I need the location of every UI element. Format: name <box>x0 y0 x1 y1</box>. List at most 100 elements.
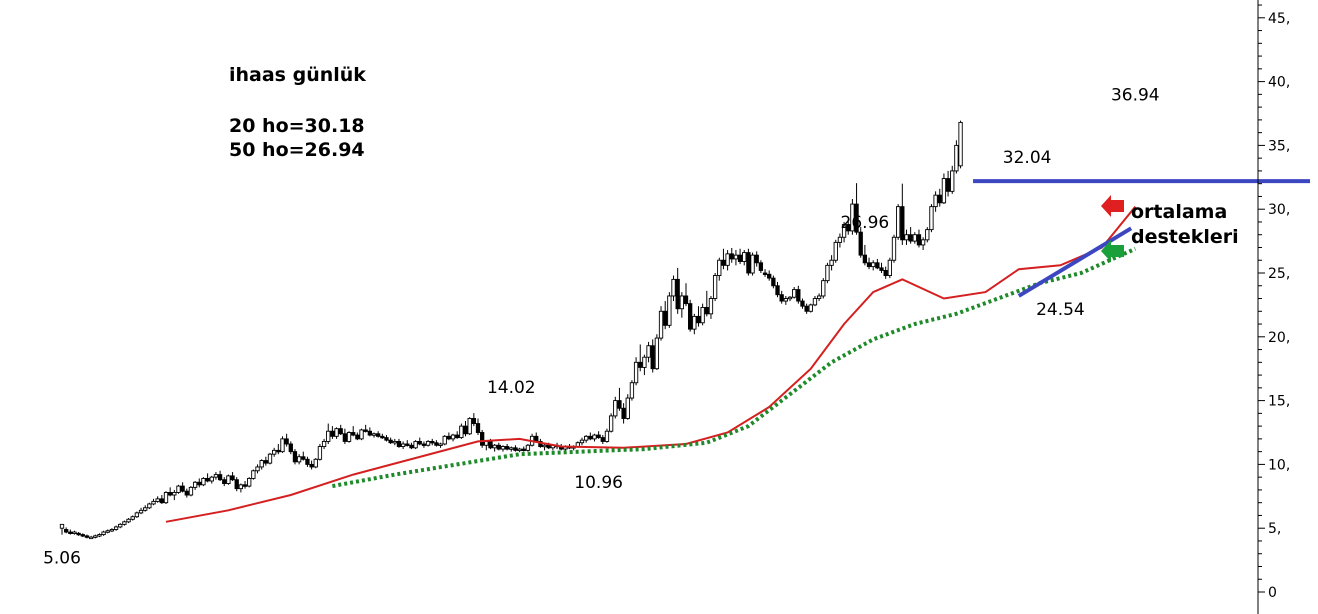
candle-body-down <box>305 458 310 465</box>
candle <box>762 269 768 277</box>
candle-body-up <box>613 400 618 417</box>
candle-body-up <box>296 456 302 463</box>
candle-body-down <box>84 535 90 538</box>
candle <box>933 191 938 212</box>
candle-body-up <box>101 531 106 536</box>
candle-body-up <box>226 475 231 484</box>
candle-body-up <box>642 356 647 368</box>
candle-body-up <box>725 253 730 266</box>
candle <box>409 442 414 450</box>
candle-body-down <box>351 432 356 436</box>
candle <box>296 454 302 465</box>
y-axis: 0 5, 10, 15, 20, 25, 30, 35, 40, 45, <box>1257 0 1290 614</box>
candle-body-up <box>425 440 431 446</box>
candle <box>941 173 947 205</box>
candle-body-up <box>954 144 959 172</box>
annotation-line-1: ortalama <box>1131 201 1227 223</box>
candle-body-up <box>317 446 323 460</box>
candle <box>621 403 626 424</box>
candle <box>321 438 327 450</box>
candle-body-down <box>301 456 306 460</box>
annotation-group: ortalama destekleri <box>1101 195 1239 262</box>
candle <box>330 426 335 439</box>
candle <box>434 440 439 447</box>
candle-body-up <box>155 498 160 502</box>
candle <box>783 295 788 305</box>
candle <box>579 437 585 446</box>
candle-body-down <box>916 234 922 246</box>
candle <box>912 232 917 244</box>
candle-body-up <box>891 236 897 261</box>
candle <box>68 529 73 535</box>
candle-body-up <box>105 530 110 533</box>
candle <box>138 507 144 515</box>
candle <box>646 341 651 363</box>
candle-body-up <box>188 486 194 496</box>
candle <box>301 451 306 461</box>
candle-body-up <box>896 206 901 238</box>
candle-body-down <box>363 429 368 432</box>
candle-body-up <box>151 500 156 505</box>
candle-body-up <box>646 345 651 358</box>
candle-body-up <box>176 485 181 493</box>
candle <box>737 248 743 265</box>
candle-body-down <box>234 479 239 490</box>
candle-body-down <box>330 430 335 437</box>
candle <box>413 440 418 450</box>
candle-body-down <box>804 305 809 312</box>
candle <box>417 437 422 446</box>
candle-body-down <box>650 345 655 370</box>
y-tick-label: 25, <box>1268 266 1290 282</box>
candle-body-up <box>783 298 788 302</box>
candle <box>276 443 281 455</box>
candle <box>833 239 838 263</box>
candle <box>920 237 926 251</box>
candle-body-up <box>126 518 131 523</box>
candle-body-down <box>475 423 481 433</box>
candle-body-up <box>346 432 352 442</box>
candle <box>430 438 435 446</box>
candle <box>421 441 427 448</box>
candle <box>871 260 876 271</box>
candle-body-down <box>434 442 439 446</box>
candle-body-up <box>259 460 264 468</box>
candle <box>746 248 751 276</box>
candle <box>958 120 963 169</box>
candle-body-down <box>800 300 805 307</box>
candle <box>883 266 888 279</box>
candle-body-down <box>862 254 868 264</box>
candle <box>787 295 793 302</box>
candle <box>467 417 472 436</box>
candle-body-down <box>721 259 726 266</box>
candle-body-up <box>829 259 834 266</box>
price-label: 14.02 <box>487 378 536 398</box>
candle-body-up <box>267 453 273 464</box>
candle-body-up <box>213 474 219 478</box>
candle-body-down <box>858 231 863 256</box>
candle <box>891 234 897 263</box>
candle <box>796 285 801 304</box>
candle <box>267 452 273 465</box>
candle-body-up <box>584 435 589 441</box>
candle <box>384 435 389 442</box>
candle-body-down <box>376 433 381 437</box>
candle-body-up <box>850 203 855 232</box>
candle-body-up <box>113 526 119 530</box>
candle-body-down <box>900 206 905 241</box>
candle-body-down <box>384 437 389 441</box>
candle <box>513 445 518 452</box>
candle-body-up <box>821 280 826 297</box>
candle <box>342 428 348 444</box>
candle-body-up <box>792 289 797 298</box>
candle <box>517 447 522 453</box>
candle <box>88 535 94 540</box>
candle <box>496 442 501 451</box>
candle-body-down <box>355 434 360 440</box>
candle-body-up <box>413 440 418 449</box>
candle <box>617 387 622 411</box>
candle-body-down <box>937 194 942 204</box>
candle-body-up <box>950 170 955 192</box>
candle <box>767 270 772 281</box>
candle-body-down <box>496 444 501 450</box>
candle <box>742 250 747 266</box>
